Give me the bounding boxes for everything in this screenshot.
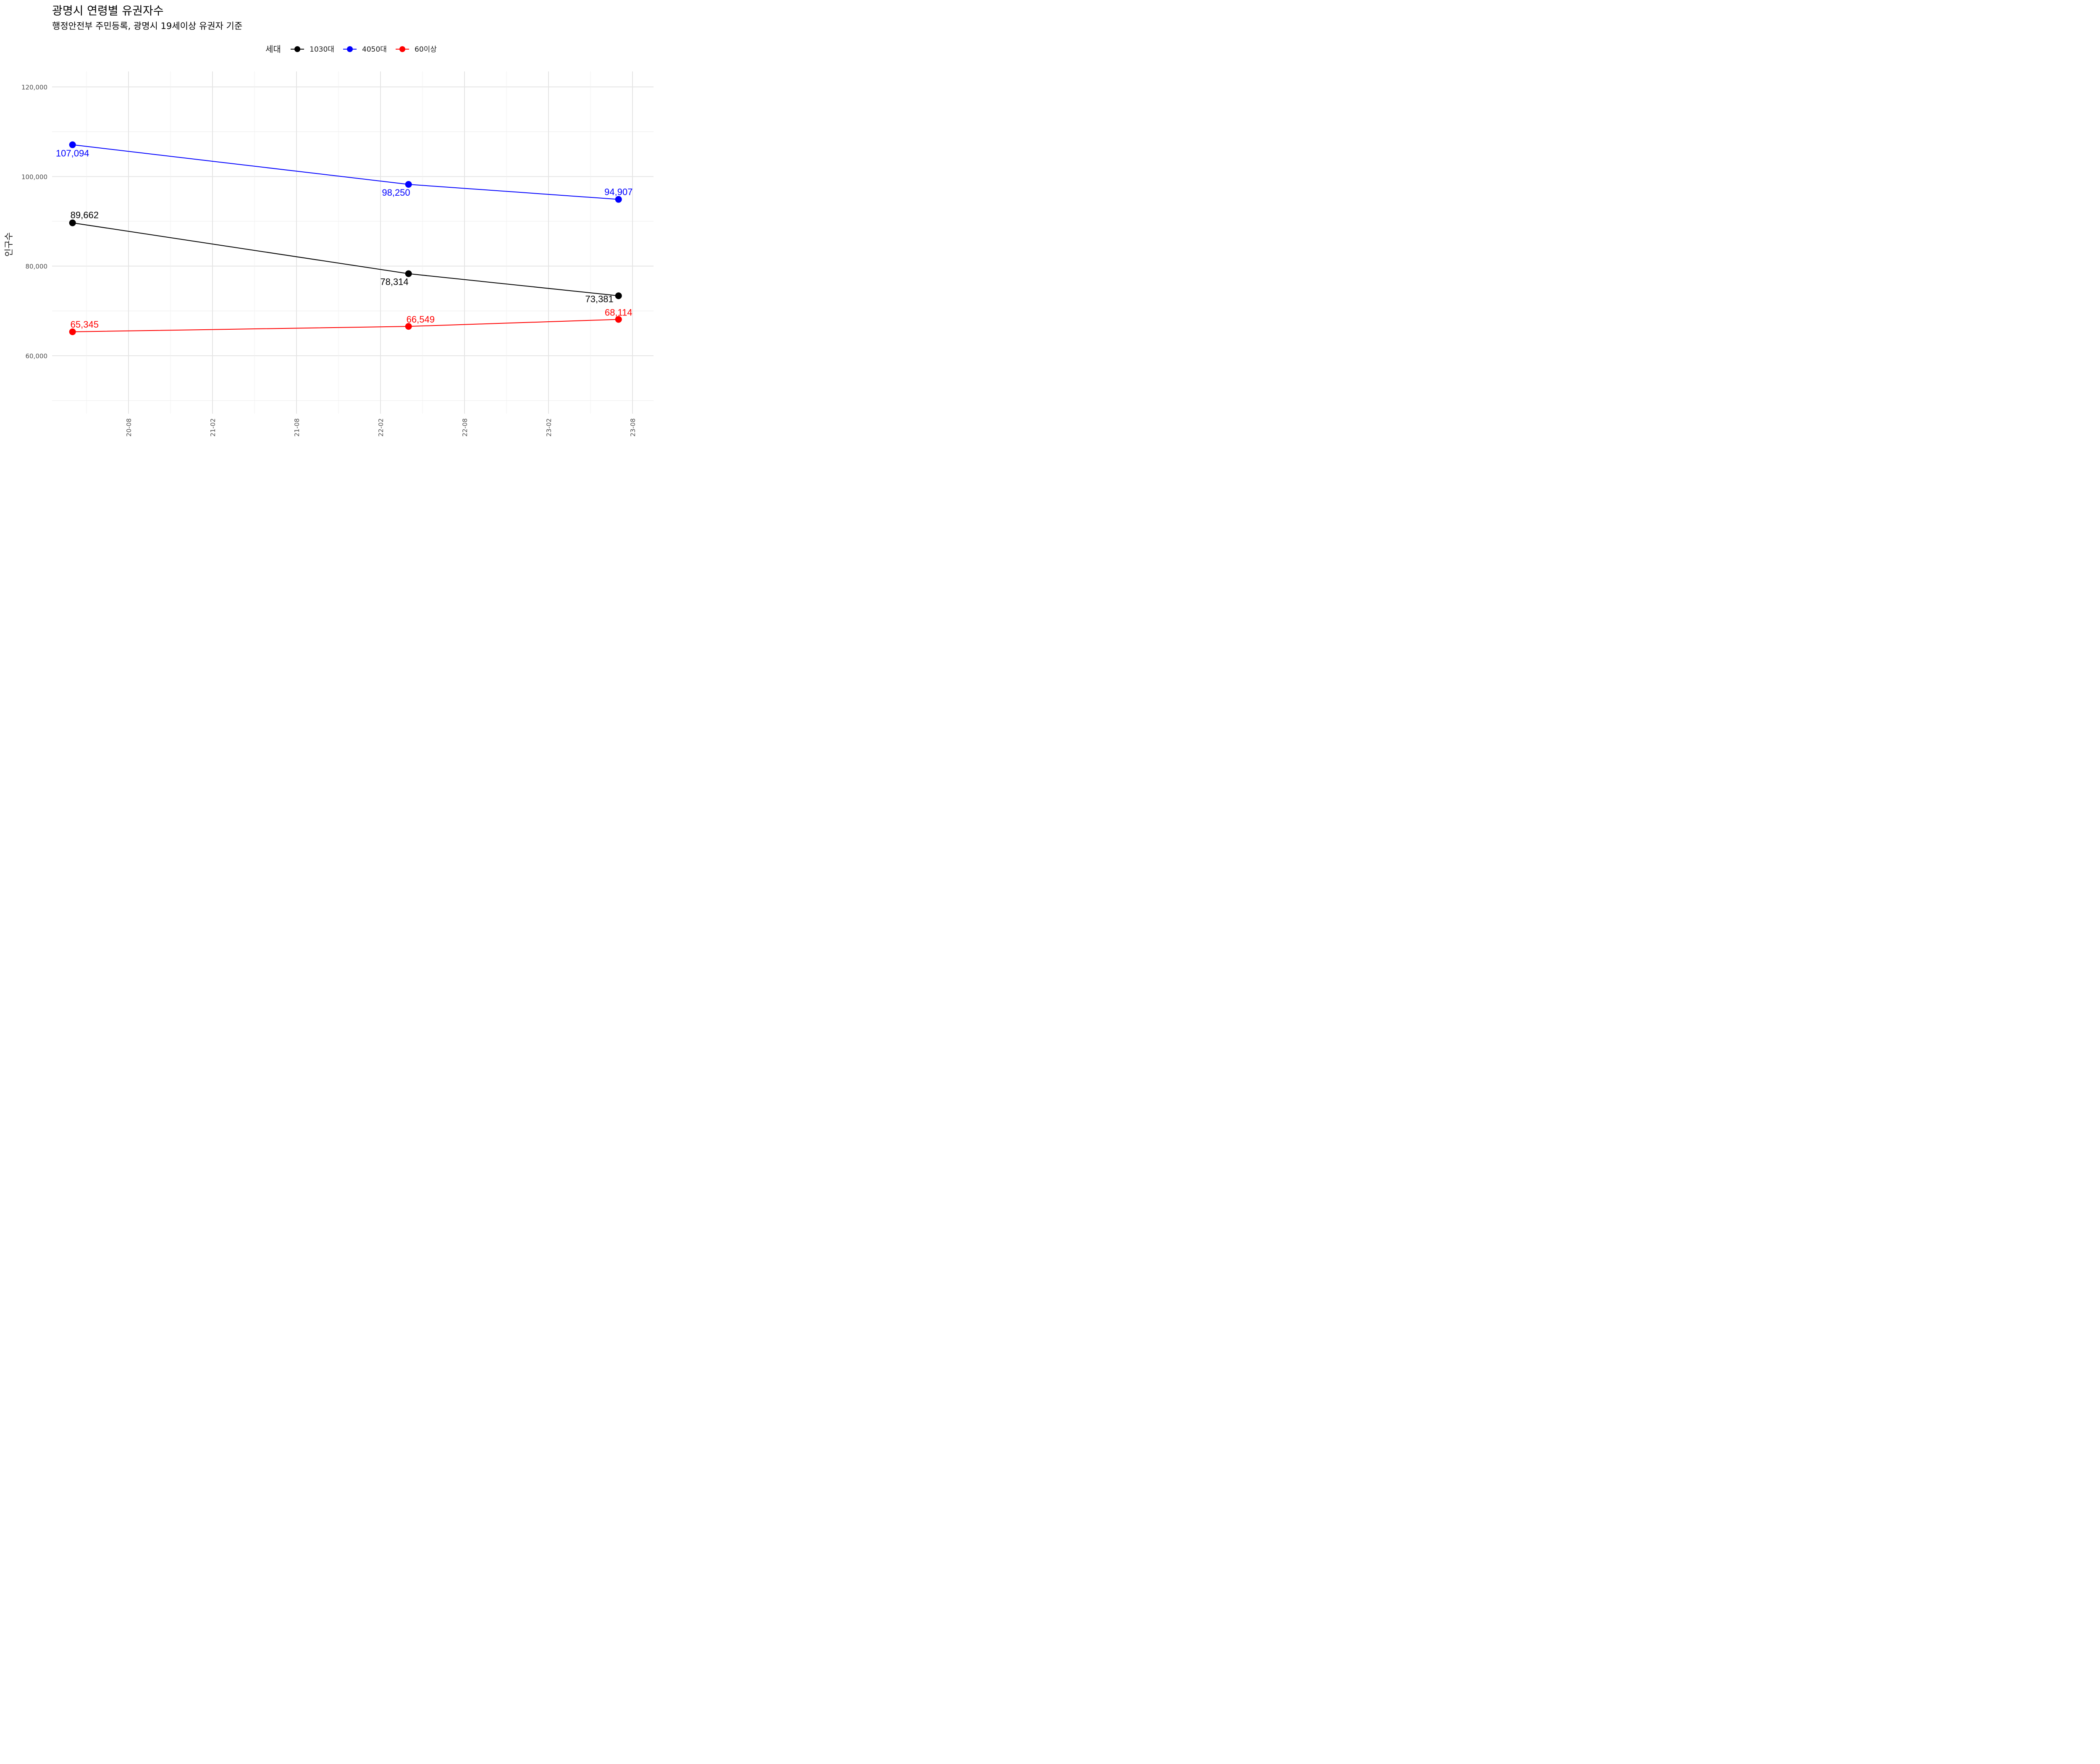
legend-label: 1030대 — [310, 45, 334, 54]
legend: 세대 1030대 4050대 60이상 — [265, 44, 437, 54]
y-axis-title: 인구수 — [4, 232, 14, 257]
y-tick-label: 120,000 — [21, 84, 47, 91]
legend-item-4050대: 4050대 — [343, 45, 387, 54]
legend-item-1030대: 1030대 — [291, 45, 334, 54]
x-tick-label: 21-02 — [209, 418, 217, 437]
data-point — [615, 196, 622, 203]
data-point — [69, 219, 76, 226]
grid — [52, 71, 654, 414]
legend-title: 세대 — [265, 44, 281, 54]
legend-marker — [347, 46, 353, 52]
series-line — [72, 222, 619, 297]
data-label: 73,381 — [585, 294, 613, 304]
legend-marker — [294, 46, 300, 52]
series-line — [72, 144, 619, 200]
y-tick-label: 80,000 — [26, 263, 48, 270]
series-4050대: 107,094 98,250 94,907 — [56, 141, 633, 203]
data-point — [69, 328, 76, 335]
data-point — [69, 141, 76, 148]
y-tick-label: 100,000 — [21, 173, 47, 181]
data-label: 89,662 — [71, 210, 99, 220]
data-point — [405, 323, 412, 330]
x-tick-label: 20-08 — [125, 418, 133, 437]
x-tick-label: 21-08 — [293, 418, 301, 437]
data-point — [615, 316, 622, 323]
line-chart: 60,000 80,000 100,000 120,000 20-08 21-02 21-… — [4, 44, 654, 437]
x-tick-label: 22-02 — [377, 418, 385, 437]
y-tick-label: 60,000 — [26, 352, 48, 360]
legend-label: 60이상 — [415, 45, 437, 54]
data-label: 68,114 — [605, 307, 633, 318]
x-tick-label: 22-08 — [461, 418, 469, 437]
series-line — [72, 319, 619, 332]
data-point — [405, 270, 412, 277]
x-tick-label: 23-02 — [545, 418, 553, 437]
data-label: 98,250 — [382, 187, 410, 198]
series-1030대: 89,662 78,314 73,381 — [69, 210, 622, 304]
data-label: 66,549 — [407, 314, 435, 325]
chart-subtitle: 행정안전부 주민등록, 광명시 19세이상 유권자 기준 — [52, 21, 243, 31]
y-axis: 60,000 80,000 100,000 120,000 — [21, 84, 47, 360]
series-60이상: 65,345 66,549 68,114 — [69, 307, 633, 335]
data-point — [405, 181, 412, 188]
legend-marker — [399, 46, 405, 52]
chart-title: 광명시 연령별 유권자수 — [52, 5, 164, 18]
legend-label: 4050대 — [362, 45, 387, 54]
x-tick-label: 23-08 — [629, 418, 637, 437]
x-axis: 20-08 21-02 21-08 22-02 22-08 23-02 23-08 — [125, 418, 637, 437]
data-point — [615, 292, 622, 299]
data-label: 107,094 — [56, 148, 89, 159]
data-label: 94,907 — [604, 187, 633, 197]
series-group: 89,662 78,314 73,381 107,094 98,250 94,907 65,… — [56, 141, 633, 335]
data-label: 78,314 — [380, 277, 408, 287]
legend-item-60이상: 60이상 — [396, 45, 437, 54]
data-label: 65,345 — [71, 319, 99, 330]
